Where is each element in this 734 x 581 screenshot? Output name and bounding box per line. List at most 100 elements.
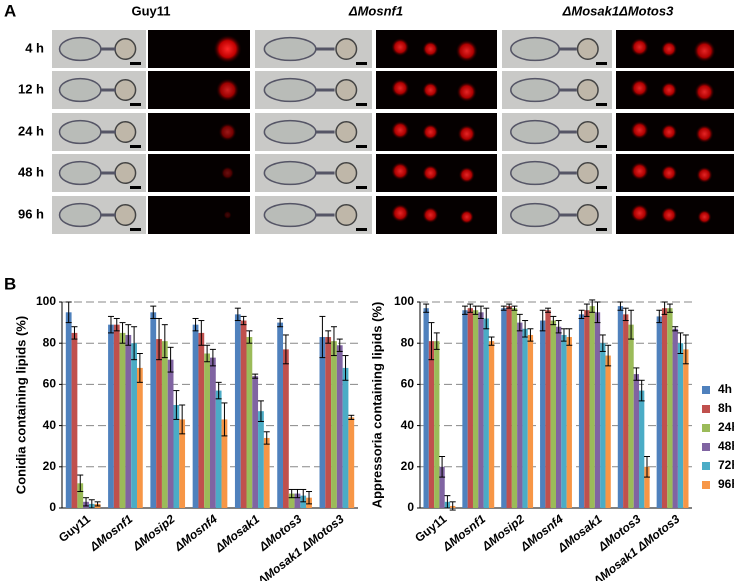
y-tick-label: 80 — [43, 335, 57, 349]
bar — [644, 466, 650, 508]
legend-label: 24h — [718, 420, 734, 434]
x-tick-label: ΔMosnf4 — [171, 512, 220, 555]
legend-swatch — [702, 462, 710, 470]
bar — [483, 318, 489, 508]
error-bar — [83, 497, 90, 507]
row-label: 24 h — [18, 123, 44, 138]
scale-bar — [596, 62, 607, 65]
error-bar — [539, 309, 546, 332]
lipid-signal — [456, 81, 477, 102]
error-bar — [319, 315, 326, 359]
error-bar — [560, 328, 567, 342]
error-bar — [617, 301, 624, 311]
error-bar — [516, 313, 523, 332]
bar — [556, 326, 562, 508]
scale-bar — [356, 62, 367, 65]
lipid-signal — [661, 82, 678, 98]
bar — [221, 419, 228, 508]
lipid-signal — [630, 204, 649, 223]
error-bar — [209, 348, 216, 367]
error-bar — [522, 320, 529, 338]
error-bar — [167, 346, 174, 373]
lipid-signal — [661, 41, 678, 57]
appressorium — [335, 37, 358, 61]
legend-label: 72h — [718, 458, 734, 472]
x-tick-label: ΔMosip2 — [129, 512, 178, 554]
conidium — [263, 77, 317, 103]
error-bar — [605, 344, 612, 367]
bar — [108, 324, 114, 508]
error-bar — [506, 303, 513, 309]
error-bar — [173, 390, 180, 420]
y-tick-label: 40 — [43, 418, 57, 432]
error-bar — [488, 336, 495, 346]
lipid-signal — [391, 38, 410, 57]
scale-bar — [596, 103, 607, 106]
lipid-signal — [694, 81, 715, 102]
micrographs: Guy11 ΔMosnf1 ΔMosak1ΔMotos3 4 h 12 h 24 h 48 … — [18, 3, 734, 234]
y-axis-label: Appressoria containing lipids (%) — [369, 302, 384, 509]
y-tick-label: 40 — [401, 418, 415, 432]
bar — [683, 349, 689, 508]
lipid-signal — [630, 121, 649, 140]
error-bar — [682, 334, 689, 365]
error-bar — [511, 305, 518, 311]
conidium — [510, 36, 560, 62]
error-bar — [204, 344, 211, 363]
error-bar — [462, 305, 469, 315]
bar — [628, 324, 634, 508]
scale-bar — [130, 62, 141, 65]
error-bar — [578, 309, 585, 319]
appressorium — [335, 161, 358, 185]
legend-swatch — [702, 386, 710, 394]
lipid-signal — [391, 79, 410, 98]
bar — [578, 314, 585, 508]
conidium — [510, 77, 560, 103]
conidium — [263, 36, 317, 62]
bar — [478, 312, 484, 508]
panel-label: A — [4, 1, 16, 20]
error-bar — [325, 330, 332, 344]
appressorium — [114, 78, 137, 102]
bar — [325, 337, 332, 508]
bar — [263, 437, 270, 508]
bar — [179, 419, 186, 508]
appressorium — [114, 203, 137, 227]
legend-swatch — [702, 481, 710, 489]
lipid-signal — [695, 124, 714, 143]
legend-label: 8h — [718, 401, 732, 415]
bar — [234, 314, 241, 508]
bar — [656, 316, 662, 508]
error-bar — [277, 317, 284, 328]
lipid-signal — [213, 35, 242, 63]
legend-label: 96h — [718, 477, 734, 491]
error-bar — [65, 301, 72, 324]
error-bar — [221, 402, 228, 437]
lipid-signal — [391, 204, 410, 223]
bar — [550, 320, 556, 508]
legend-swatch — [702, 443, 710, 451]
error-bar — [638, 379, 645, 402]
bar — [633, 374, 640, 508]
error-bar — [439, 456, 446, 478]
bar — [428, 341, 435, 508]
bar — [192, 324, 199, 508]
bar — [527, 334, 534, 508]
lipid-signal — [391, 121, 410, 140]
error-bar — [342, 355, 349, 381]
legend-label: 4h — [718, 382, 732, 396]
bar — [462, 310, 468, 508]
error-bar — [583, 303, 590, 317]
conidium — [510, 160, 560, 186]
lipid-signal — [693, 39, 716, 62]
scale-bar — [356, 228, 367, 231]
bar — [506, 306, 512, 508]
bar — [113, 324, 120, 508]
error-bar — [566, 328, 573, 346]
scale-bar — [130, 145, 141, 148]
lipid-signal — [221, 166, 235, 180]
error-bar — [428, 322, 435, 361]
row-label: 4 h — [25, 40, 44, 55]
conidium — [263, 160, 317, 186]
error-bar — [589, 299, 596, 313]
